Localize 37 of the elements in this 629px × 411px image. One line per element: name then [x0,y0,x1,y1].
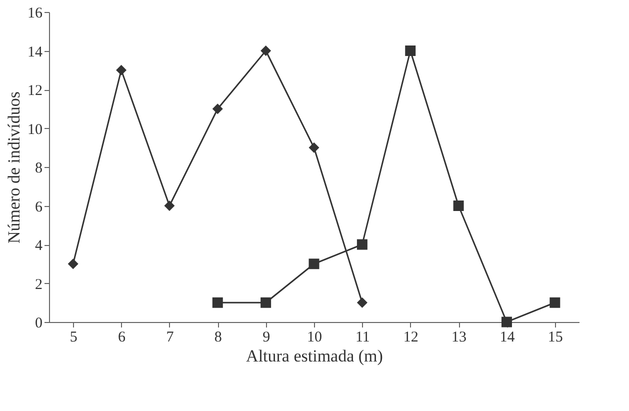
y-axis-title: Número de indivíduos [4,91,24,244]
y-tick-label: 14 [28,44,43,60]
x-tick-label: 5 [70,330,78,346]
x-tick-label: 14 [500,330,516,346]
point [164,200,175,211]
x-tick-label: 11 [355,330,370,346]
x-tick-label: 7 [166,330,174,346]
point [308,142,320,153]
x-tick-label: 15 [548,330,563,346]
y-tick-label: 8 [35,160,42,176]
y-tick-label: 2 [35,276,42,293]
point [260,297,272,308]
point [68,258,78,270]
y-tick-label: 6 [35,199,43,216]
point [212,104,223,114]
y-tick-label: 10 [28,122,42,138]
x-tick-label: 10 [307,330,322,346]
point [260,46,272,56]
point [116,64,127,76]
point [550,297,560,308]
x-tick-label: 13 [452,330,467,346]
x-tick-label: 6 [118,330,126,346]
point [453,200,464,211]
y-tick-label: 4 [35,238,43,254]
point [405,46,416,56]
x-tick-label: 8 [214,330,222,346]
point [356,297,368,308]
y-tick-label: 12 [28,83,42,99]
x-axis-title: Altura estimada (m) [246,346,383,366]
x-tick-label: 12 [403,330,418,346]
y-tick-label: 0 [35,316,42,332]
point [308,258,320,270]
point [501,316,512,328]
y-tick-label: 16 [28,6,43,22]
x-tick-label: 9 [262,330,270,346]
point [356,239,368,250]
point [212,297,223,308]
